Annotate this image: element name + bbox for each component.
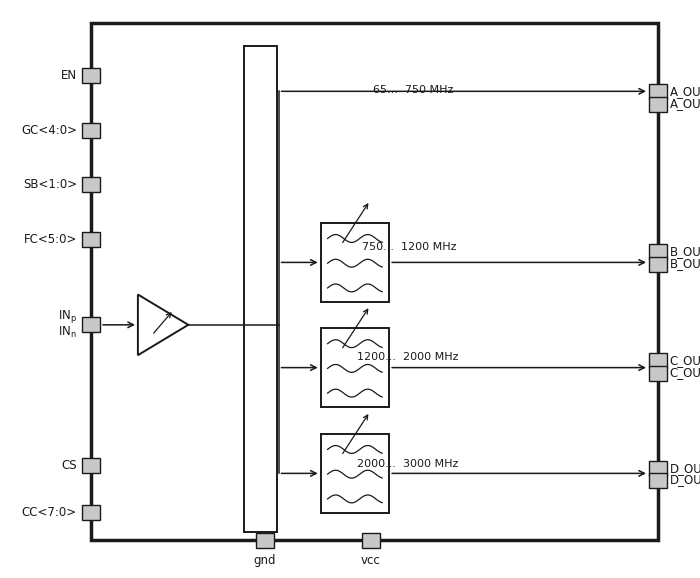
Bar <box>82 505 100 520</box>
Bar <box>82 458 100 473</box>
Bar <box>649 473 667 488</box>
Text: $\mathrm{IN_n}$: $\mathrm{IN_n}$ <box>58 325 77 340</box>
Bar <box>82 317 100 332</box>
Text: D_OUTp: D_OUTp <box>670 475 700 487</box>
Bar <box>244 46 277 532</box>
Text: $\mathrm{IN_p}$: $\mathrm{IN_p}$ <box>58 308 77 325</box>
Text: 1200...  2000 MHz: 1200... 2000 MHz <box>356 351 458 362</box>
Text: 2000...  3000 MHz: 2000... 3000 MHz <box>357 459 458 469</box>
Bar <box>649 353 667 368</box>
Bar <box>649 461 667 476</box>
Bar <box>256 533 274 548</box>
Text: CS: CS <box>62 459 77 472</box>
Text: GC<4:0>: GC<4:0> <box>21 124 77 136</box>
Bar <box>649 84 667 99</box>
Polygon shape <box>138 294 188 355</box>
Text: A_OUTn: A_OUTn <box>670 85 700 98</box>
Text: 65...  750 MHz: 65... 750 MHz <box>373 84 453 95</box>
Bar <box>362 533 380 548</box>
Text: SB<1:0>: SB<1:0> <box>23 179 77 191</box>
Bar <box>649 244 667 259</box>
Text: D_OUTn: D_OUTn <box>670 462 700 475</box>
Bar <box>91 23 658 540</box>
Text: A_OUTp: A_OUTp <box>670 98 700 110</box>
Text: CC<7:0>: CC<7:0> <box>22 506 77 519</box>
Bar <box>321 223 389 302</box>
Bar <box>82 177 100 192</box>
Text: C_OUTn: C_OUTn <box>670 354 700 367</box>
Text: vcc: vcc <box>361 554 381 567</box>
Bar <box>82 123 100 138</box>
Text: 750...  1200 MHz: 750... 1200 MHz <box>363 242 456 253</box>
Bar <box>649 366 667 381</box>
Text: gnd: gnd <box>253 554 276 567</box>
Bar <box>82 68 100 83</box>
Bar <box>82 232 100 247</box>
Text: B_OUTp: B_OUTp <box>670 258 700 271</box>
Text: C_OUTp: C_OUTp <box>670 367 700 380</box>
Text: FC<5:0>: FC<5:0> <box>24 234 77 246</box>
Text: EN: EN <box>61 69 77 81</box>
Text: B_OUTn: B_OUTn <box>670 245 700 258</box>
Bar <box>649 97 667 112</box>
Bar <box>649 257 667 272</box>
Bar <box>321 328 389 407</box>
Bar <box>321 434 389 513</box>
